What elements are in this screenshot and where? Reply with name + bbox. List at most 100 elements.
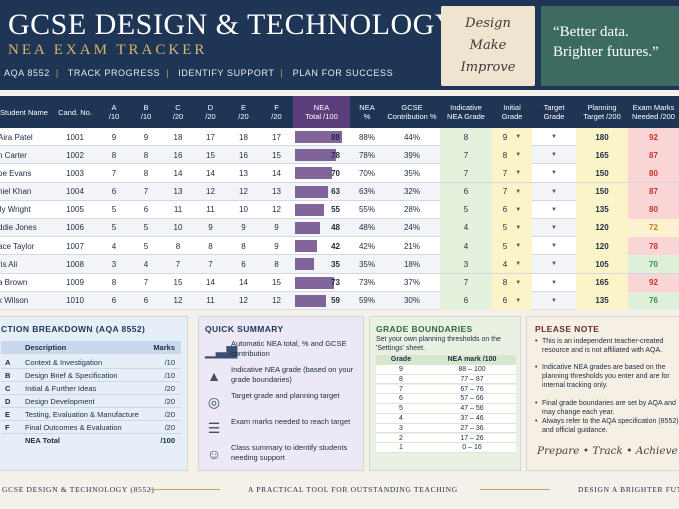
summary-item: ▲ Indicative NEA grade (based on your gra… bbox=[205, 365, 361, 389]
chevron-down-icon[interactable]: ▼ bbox=[551, 243, 557, 250]
quick-summary-title: QUICK SUMMARY bbox=[205, 324, 284, 334]
tagline: AQA 8552 | TRACK PROGRESS | IDENTIFY SUPPO… bbox=[4, 68, 394, 78]
chevron-down-icon[interactable]: ▼ bbox=[515, 243, 522, 250]
cell-target[interactable]: ▼ bbox=[532, 146, 576, 164]
cell-target[interactable]: ▼ bbox=[532, 274, 576, 292]
column-header[interactable]: F/20 bbox=[271, 103, 282, 121]
chevron-down-icon[interactable]: ▼ bbox=[551, 170, 557, 177]
cell-c: 12 bbox=[173, 296, 183, 306]
column-header[interactable]: B/10 bbox=[140, 103, 152, 121]
cell-gcse: 24% bbox=[403, 223, 420, 233]
chevron-down-icon[interactable]: ▼ bbox=[515, 224, 522, 231]
cell-init[interactable]: 7 ▼ bbox=[492, 182, 532, 201]
column-header[interactable]: Indicative NEA Grade bbox=[447, 103, 485, 121]
chevron-down-icon[interactable]: ▼ bbox=[515, 279, 522, 286]
chevron-down-icon[interactable]: ▼ bbox=[551, 297, 557, 304]
cell-d: 9 bbox=[208, 223, 213, 233]
column-header[interactable]: Planning Target /200 bbox=[583, 103, 621, 121]
motto-line-1: Design bbox=[465, 16, 511, 31]
cell-d: 14 bbox=[206, 168, 215, 178]
cell-ind: 7 bbox=[440, 273, 492, 292]
footer-divider bbox=[150, 489, 220, 490]
chevron-down-icon[interactable]: ▼ bbox=[515, 152, 522, 159]
column-header[interactable]: Target Grade bbox=[543, 103, 565, 121]
cell-target[interactable]: ▼ bbox=[532, 292, 576, 310]
document-icon: ☰ bbox=[207, 420, 221, 436]
cell-init[interactable]: 9 ▼ bbox=[492, 128, 532, 146]
cell-gcse: 28% bbox=[403, 205, 420, 215]
chevron-down-icon[interactable]: ▼ bbox=[515, 170, 522, 177]
cell-c: 10 bbox=[173, 223, 183, 233]
cell-init[interactable]: 4 ▼ bbox=[492, 255, 532, 274]
cell-c: 18 bbox=[173, 132, 183, 142]
column-header[interactable]: NEA Total /100 bbox=[293, 96, 350, 128]
cell-a: 7 bbox=[111, 168, 117, 178]
cell-ind: 4 bbox=[440, 218, 492, 237]
cell-plan: 120 bbox=[576, 218, 628, 237]
cell-init[interactable]: 8 ▼ bbox=[492, 146, 532, 165]
cell-target[interactable]: ▼ bbox=[532, 255, 576, 273]
cell-target[interactable]: ▼ bbox=[532, 128, 576, 146]
chevron-down-icon[interactable]: ▼ bbox=[515, 297, 522, 304]
nea-progress-bar bbox=[295, 240, 317, 253]
cell-name: ace Taylor bbox=[0, 241, 35, 251]
cell-e: 12 bbox=[239, 296, 248, 306]
chevron-down-icon[interactable]: ▼ bbox=[551, 206, 557, 213]
cell-c: 8 bbox=[175, 241, 181, 251]
footer-left: GCSE DESIGN & TECHNOLOGY (8552) bbox=[2, 485, 155, 494]
chevron-down-icon[interactable]: ▼ bbox=[515, 261, 522, 268]
cell-target[interactable]: ▼ bbox=[532, 201, 576, 219]
cell-gcse: 18% bbox=[403, 259, 420, 269]
cell-init[interactable]: 6 ▼ bbox=[492, 291, 532, 310]
chevron-down-icon[interactable]: ▼ bbox=[551, 279, 557, 286]
cell-init[interactable]: 5 ▼ bbox=[492, 237, 532, 256]
cell-f: 12 bbox=[272, 296, 281, 306]
column-header[interactable]: Exam Marks Needed /200 bbox=[632, 103, 675, 121]
cell-d: 14 bbox=[206, 278, 215, 287]
table-row: ily Wright 1005 5 6 11 11 10 12 55 55% 28% 5 6 ▼ ▼ 135 8… bbox=[0, 200, 679, 219]
chevron-down-icon[interactable]: ▼ bbox=[515, 134, 522, 140]
graduation-cap-icon: ▲ bbox=[207, 368, 221, 384]
cell-plan: 180 bbox=[576, 128, 628, 146]
cell-target[interactable]: ▼ bbox=[532, 237, 576, 255]
grade-boundaries-intro: Set your own planning thresholds on the … bbox=[376, 336, 501, 352]
bar-chart-icon: ▁▃▆ bbox=[205, 342, 238, 358]
chevron-down-icon[interactable]: ▼ bbox=[515, 206, 522, 213]
cell-init[interactable]: 5 ▼ bbox=[492, 218, 532, 237]
cell-nea: 42 bbox=[293, 237, 350, 255]
nea-progress-bar bbox=[295, 221, 320, 234]
cell-neap: 55% bbox=[358, 205, 375, 215]
cell-a: 9 bbox=[111, 132, 117, 142]
chevron-down-icon[interactable]: ▼ bbox=[551, 152, 557, 159]
cell-init[interactable]: 6 ▼ bbox=[492, 200, 532, 219]
cell-target[interactable]: ▼ bbox=[532, 219, 576, 237]
column-header[interactable]: D/20 bbox=[205, 103, 216, 121]
table-row: ace Taylor 1007 4 5 8 8 8 9 42 42% 21% 4 5 ▼ ▼ 120 78 bbox=[0, 237, 679, 256]
cell-need: 76 bbox=[628, 291, 679, 310]
cell-neap: 88% bbox=[358, 132, 375, 142]
column-header[interactable]: A/10 bbox=[108, 103, 120, 121]
column-header[interactable]: Initial Grade bbox=[501, 103, 523, 121]
chevron-down-icon[interactable]: ▼ bbox=[515, 188, 522, 195]
summary-item-text: Target grade and planning target bbox=[231, 391, 340, 400]
motto-script: Prepare • Track • Achieve bbox=[537, 445, 678, 457]
cell-ind: 3 bbox=[440, 255, 492, 274]
column-header[interactable]: Student Name bbox=[0, 107, 48, 117]
cell-ind: 6 bbox=[440, 182, 492, 201]
column-header[interactable]: C/20 bbox=[172, 103, 184, 121]
cell-target[interactable]: ▼ bbox=[532, 183, 576, 201]
column-header[interactable]: E/20 bbox=[238, 103, 249, 121]
nea-progress-bar bbox=[295, 294, 326, 307]
nea-progress-bar bbox=[295, 167, 332, 180]
chevron-down-icon[interactable]: ▼ bbox=[551, 261, 557, 268]
column-header[interactable]: GCSE Contribution % bbox=[387, 103, 437, 121]
chevron-down-icon[interactable]: ▼ bbox=[551, 134, 557, 140]
chevron-down-icon[interactable]: ▼ bbox=[551, 224, 557, 231]
chevron-down-icon[interactable]: ▼ bbox=[551, 188, 557, 195]
cell-target[interactable]: ▼ bbox=[532, 164, 576, 182]
column-header[interactable]: Cand. No. bbox=[58, 107, 92, 117]
cell-init[interactable]: 8 ▼ bbox=[492, 273, 532, 292]
cell-init[interactable]: 7 ▼ bbox=[492, 164, 532, 183]
table-body: Aira Patel 1001 9 9 18 17 18 17 88 88% 44% 8 9 ▼ ▼ 180 9… bbox=[0, 128, 679, 310]
column-header[interactable]: NEA% bbox=[359, 103, 375, 121]
